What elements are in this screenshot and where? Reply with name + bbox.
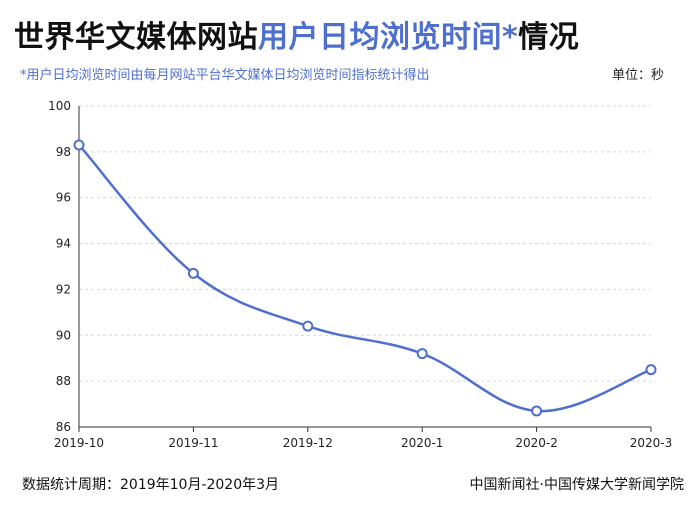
title-part-1: 世界华文媒体网站	[14, 20, 258, 55]
title-part-2: 用户日均浏览时间*	[258, 20, 519, 55]
x-tick-label: 2019-10	[54, 436, 104, 450]
y-tick-label: 92	[56, 282, 71, 296]
x-tick-label: 2020-2	[515, 436, 558, 450]
y-tick-label: 90	[56, 328, 71, 342]
data-point	[73, 139, 85, 151]
x-tick-label: 2020-1	[401, 436, 444, 450]
unit-label: 单位：秒	[611, 68, 664, 83]
data-point	[187, 267, 199, 279]
y-tick-label: 88	[56, 374, 71, 388]
y-tick-label: 86	[56, 420, 71, 434]
chart-note: *用户日均浏览时间由每月网站平台华文媒体日均浏览时间指标统计得出	[20, 68, 430, 83]
data-point	[416, 348, 428, 360]
chart-title: 世界华文媒体网站用户日均浏览时间*情况	[14, 12, 579, 56]
y-tick-label: 96	[56, 191, 71, 205]
x-tick-label: 2020-3	[630, 436, 673, 450]
x-tick-label: 2019-12	[283, 436, 333, 450]
y-tick-label: 98	[56, 145, 71, 159]
period-label: 数据统计周期：2019年10月-2020年3月	[22, 477, 280, 493]
data-point	[302, 320, 314, 332]
x-tick-label: 2019-11	[168, 436, 218, 450]
data-point	[645, 364, 657, 376]
source-label: 中国新闻社·中国传媒大学新闻学院	[469, 477, 684, 493]
title-part-3: 情况	[518, 20, 580, 55]
data-point	[531, 405, 543, 417]
y-tick-label: 100	[48, 99, 71, 113]
y-tick-label: 94	[56, 237, 71, 251]
series-line	[78, 144, 652, 413]
